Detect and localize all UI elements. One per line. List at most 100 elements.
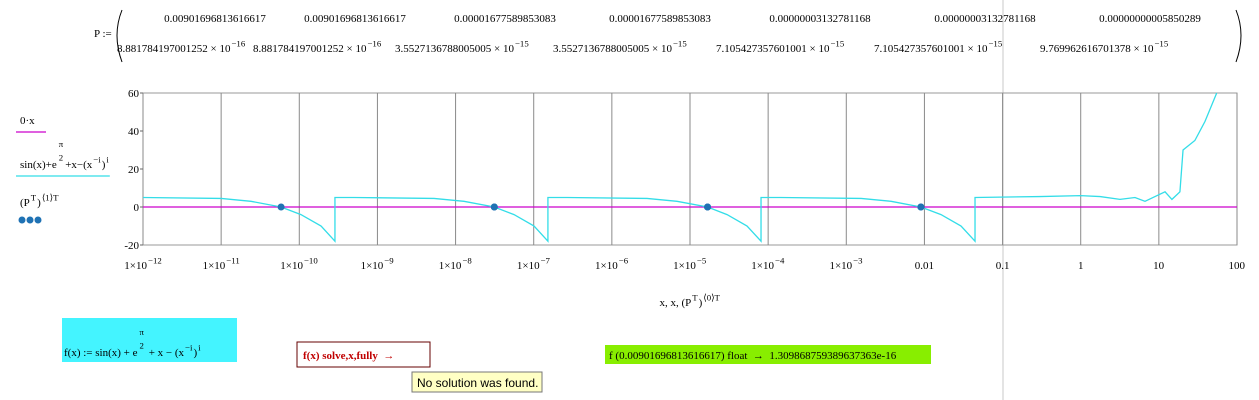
math-text: ) — [37, 197, 41, 209]
math-text: ) — [699, 297, 703, 309]
data-point — [277, 203, 285, 211]
fraction-numerator: π — [59, 139, 64, 149]
math-superscript: −12 — [148, 256, 162, 266]
matrix-cell: 0.00001677589853083 — [609, 13, 711, 25]
evaluation-text: f (0.00901696813616617) float → 1.309868… — [609, 350, 897, 362]
math-superscript: −3 — [853, 256, 863, 266]
math-text: 1×10 — [203, 260, 226, 272]
math-superscript: −11 — [226, 256, 239, 266]
x-tick-label: 1×10 −8 — [439, 256, 473, 273]
math-superscript: −10 — [304, 256, 318, 266]
x-tick-label: 0.01 — [915, 260, 934, 272]
math-text: 7.105427357601001 — [874, 43, 965, 55]
matrix-cell: 0.00000003132781168 — [769, 13, 871, 25]
math-superscript: −15 — [673, 39, 687, 49]
math-superscript: −i — [93, 155, 101, 165]
matrix-cell: 0.00001677589853083 — [454, 13, 556, 25]
data-point — [704, 203, 712, 211]
x-tick-label: 1×10 −7 — [517, 256, 551, 273]
math-superscript: ⟨0⟩T — [703, 293, 720, 303]
math-superscript: −16 — [367, 39, 381, 49]
definition-region[interactable] — [62, 318, 237, 362]
math-text: 1×10 — [751, 260, 774, 272]
math-text: (P — [20, 197, 30, 209]
math-superscript: T — [692, 293, 698, 303]
math-text: × 10 — [1131, 43, 1154, 55]
x-tick-text: 1 — [1078, 260, 1084, 272]
math-text: (x — [175, 347, 185, 359]
x-tick-label: 1×10 −12 — [124, 256, 161, 273]
math-text: ) — [102, 159, 106, 171]
math-superscript: −15 — [515, 39, 529, 49]
math-text: 1×10 — [124, 260, 147, 272]
x-tick-text: 0.01 — [915, 260, 934, 272]
math-superscript: −15 — [830, 39, 844, 49]
y-tick-label: 20 — [128, 164, 140, 176]
math-superscript: −15 — [1154, 39, 1168, 49]
x-tick-text: 0.1 — [996, 260, 1010, 272]
x-tick-text: 100 — [1229, 260, 1246, 272]
data-point — [490, 203, 498, 211]
math-text: 8.881784197001252 — [117, 43, 208, 55]
math-superscript: −4 — [775, 256, 785, 266]
math-text: +x−(x — [65, 159, 93, 171]
math-text: 1×10 — [361, 260, 384, 272]
math-text: × 10 — [208, 43, 231, 55]
series-line — [142, 92, 1218, 243]
math-superscript: −8 — [462, 256, 472, 266]
evaluation-region[interactable] — [605, 345, 931, 364]
math-text: × 10 — [965, 43, 988, 55]
math-text: + x − — [146, 347, 175, 359]
math-text: × 10 — [344, 43, 367, 55]
y-tick-label: 60 — [128, 88, 140, 100]
math-text: × 10 — [649, 43, 672, 55]
data-point — [917, 203, 925, 211]
matrix-cell: 0.00000003132781168 — [934, 13, 1036, 25]
math-superscript: −i — [185, 343, 193, 353]
grid — [142, 93, 1238, 245]
x-tick-label: 1×10 −10 — [280, 256, 318, 273]
x-axis-label: x, x, (P T) ⟨0⟩T — [659, 293, 720, 310]
matrix-label: P := — [94, 28, 112, 40]
fraction-numerator: π — [140, 327, 145, 337]
math-superscript: −16 — [231, 39, 245, 49]
fraction-denominator: 2 — [59, 152, 63, 162]
math-text: 7.105427357601001 — [716, 43, 807, 55]
math-text: ) — [193, 347, 197, 359]
axes: 1×10 −12 1×10 −11 1×10 −10 1×10 −9 1×10 −8 1×10 −7 1… — [124, 88, 1245, 309]
math-text: 3.5527136788005005 — [395, 43, 492, 55]
math-text: 9.769962616701378 — [1040, 43, 1131, 55]
legend-marker — [18, 216, 26, 224]
x-tick-label: 1×10 −5 — [673, 256, 707, 273]
matrix-cell: 0.00901696813616617 — [164, 13, 266, 25]
math-superscript: −9 — [384, 256, 394, 266]
solve-region[interactable] — [296, 341, 431, 368]
x-tick-label: 100 — [1229, 260, 1246, 272]
math-text: 0·x — [20, 115, 35, 127]
fraction-denominator: 2 — [140, 340, 144, 350]
math-text: 1×10 — [829, 260, 852, 272]
math-superscript: T — [31, 193, 37, 203]
math-text: x, x, (P — [659, 297, 691, 309]
matrix: 0.00901696813616617 0.00901696813616617 0.… — [117, 13, 1201, 55]
matrix-bracket — [1235, 9, 1242, 63]
x-tick-label: 1×10 −6 — [595, 256, 629, 273]
x-tick-text: 10 — [1153, 260, 1165, 272]
math-text: 8.881784197001252 — [253, 43, 344, 55]
math-text: sin(x)+e — [20, 159, 57, 171]
x-tick-label: 1 — [1078, 260, 1084, 272]
legend-marker — [34, 216, 42, 224]
math-text: 3.5527136788005005 — [553, 43, 650, 55]
matrix-cell: 0.00000000005850289 — [1099, 13, 1201, 25]
math-text: 1×10 — [280, 260, 303, 272]
math-superscript: −15 — [988, 39, 1002, 49]
math-superscript: −7 — [541, 256, 551, 266]
math-superscript: ⟨1⟩T — [42, 193, 59, 203]
y-tick-label: 40 — [128, 126, 140, 138]
plot-area — [142, 92, 1237, 243]
tooltip — [411, 371, 543, 393]
math-superscript: i — [106, 155, 109, 165]
math-superscript: i — [198, 343, 201, 353]
